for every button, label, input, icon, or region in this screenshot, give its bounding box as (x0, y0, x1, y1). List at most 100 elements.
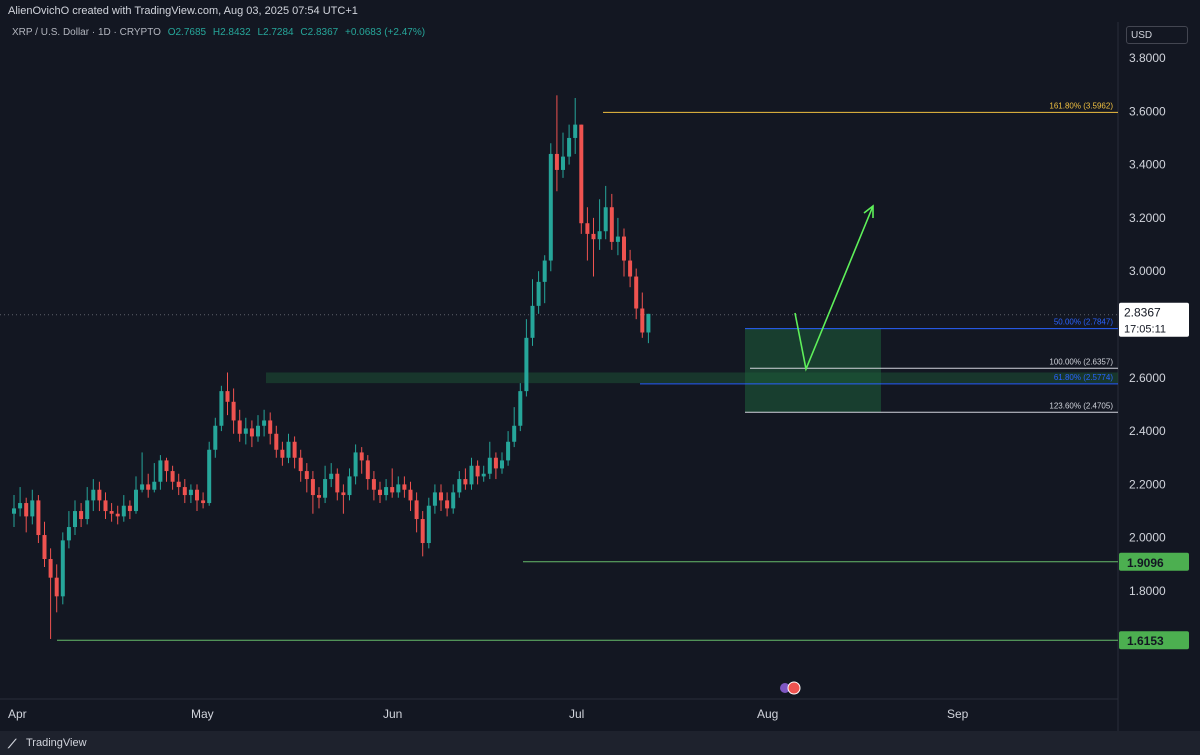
candle-body[interactable] (396, 484, 401, 493)
candle-body[interactable] (628, 260, 633, 277)
candle-body[interactable] (457, 479, 462, 493)
candle-body[interactable] (121, 505, 126, 517)
candle-body[interactable] (195, 489, 199, 501)
candle-body[interactable] (201, 500, 206, 504)
candle-body[interactable] (225, 391, 230, 402)
candle-body[interactable] (506, 441, 511, 461)
candle-body[interactable] (140, 484, 145, 490)
candle-body[interactable] (426, 505, 431, 544)
candle-body[interactable] (42, 535, 47, 560)
candle-body[interactable] (73, 511, 77, 528)
candle-body[interactable] (365, 460, 370, 480)
candle-body[interactable] (597, 231, 602, 240)
candle-body[interactable] (237, 420, 242, 434)
candle-body[interactable] (469, 465, 474, 485)
candle-body[interactable] (79, 511, 84, 520)
candle-body[interactable] (481, 473, 486, 477)
candle-body[interactable] (48, 559, 53, 578)
candle-body[interactable] (554, 153, 559, 170)
candle-body[interactable] (548, 153, 553, 261)
support-price-box[interactable] (1119, 631, 1189, 650)
candle-body[interactable] (609, 207, 614, 242)
candle-body[interactable] (109, 511, 114, 514)
brand-label[interactable]: TradingView (26, 737, 87, 749)
candle-body[interactable] (500, 460, 504, 469)
candle-body[interactable] (432, 492, 437, 506)
candle-body[interactable] (127, 505, 132, 512)
candle-body[interactable] (634, 276, 639, 309)
candle-body[interactable] (463, 479, 468, 485)
candle-body[interactable] (298, 457, 303, 472)
candle-body[interactable] (408, 489, 413, 501)
candle-body[interactable] (420, 519, 425, 544)
candle-body[interactable] (268, 420, 273, 434)
candle-body[interactable] (579, 124, 584, 224)
candle-body[interactable] (585, 223, 590, 234)
candle-body[interactable] (24, 503, 29, 517)
candle-body[interactable] (445, 500, 450, 509)
candle-body[interactable] (530, 305, 535, 338)
demand-zone[interactable] (266, 372, 1118, 384)
candle-body[interactable] (54, 577, 59, 597)
candle-body[interactable] (542, 260, 547, 282)
candle-body[interactable] (518, 391, 523, 426)
candle-body[interactable] (170, 471, 175, 482)
candle-body[interactable] (18, 503, 23, 509)
candle-body[interactable] (213, 425, 218, 450)
candle-body[interactable] (371, 479, 376, 490)
candle-body[interactable] (231, 401, 236, 421)
candle-body[interactable] (493, 457, 498, 469)
candle-body[interactable] (603, 207, 608, 232)
candle-body[interactable] (249, 428, 254, 437)
candle-body[interactable] (274, 433, 279, 450)
candle-body[interactable] (146, 484, 151, 490)
candle-body[interactable] (36, 500, 41, 536)
candle-body[interactable] (414, 500, 419, 520)
candle-body[interactable] (567, 137, 572, 157)
candle-body[interactable] (402, 484, 407, 490)
candle-body[interactable] (256, 425, 260, 437)
candle-body[interactable] (85, 500, 90, 520)
candle-body[interactable] (66, 527, 71, 541)
candle-body[interactable] (487, 457, 492, 474)
candle-body[interactable] (158, 460, 163, 482)
candle-body[interactable] (347, 476, 352, 496)
candle-body[interactable] (176, 481, 181, 488)
candle-body[interactable] (640, 308, 645, 333)
news-flag-icon[interactable] (787, 681, 801, 695)
candle-body[interactable] (439, 492, 443, 501)
candle-body[interactable] (207, 449, 212, 504)
candle-body[interactable] (622, 236, 626, 261)
candle-body[interactable] (243, 428, 248, 434)
candle-body[interactable] (310, 479, 315, 496)
candle-body[interactable] (329, 473, 334, 480)
candle-body[interactable] (615, 236, 620, 242)
candle-body[interactable] (353, 452, 358, 477)
candle-body[interactable] (134, 489, 138, 512)
fib-target-box[interactable] (745, 328, 881, 413)
candle-body[interactable] (30, 500, 35, 517)
candle-body[interactable] (591, 233, 596, 240)
candle-body[interactable] (103, 500, 108, 512)
currency-button[interactable]: USD (1126, 26, 1188, 44)
candle-body[interactable] (512, 425, 517, 442)
tradingview-logo-icon[interactable]: ⟋ (8, 737, 17, 751)
candle-body[interactable] (262, 420, 267, 426)
candle-body[interactable] (286, 441, 291, 458)
candle-body[interactable] (384, 487, 389, 496)
event-icon[interactable] (780, 683, 790, 693)
candle-body[interactable] (219, 391, 224, 426)
candle-body[interactable] (97, 489, 102, 501)
last-price-box[interactable] (1119, 302, 1189, 337)
candle-body[interactable] (646, 313, 651, 333)
candle-body[interactable] (378, 489, 382, 496)
candle-body[interactable] (304, 471, 309, 480)
candle-body[interactable] (390, 487, 395, 493)
candle-body[interactable] (561, 156, 565, 170)
candle-body[interactable] (341, 492, 346, 496)
candle-body[interactable] (475, 465, 480, 477)
candle-body[interactable] (164, 460, 169, 472)
candle-body[interactable] (182, 487, 187, 496)
candle-body[interactable] (115, 513, 120, 517)
